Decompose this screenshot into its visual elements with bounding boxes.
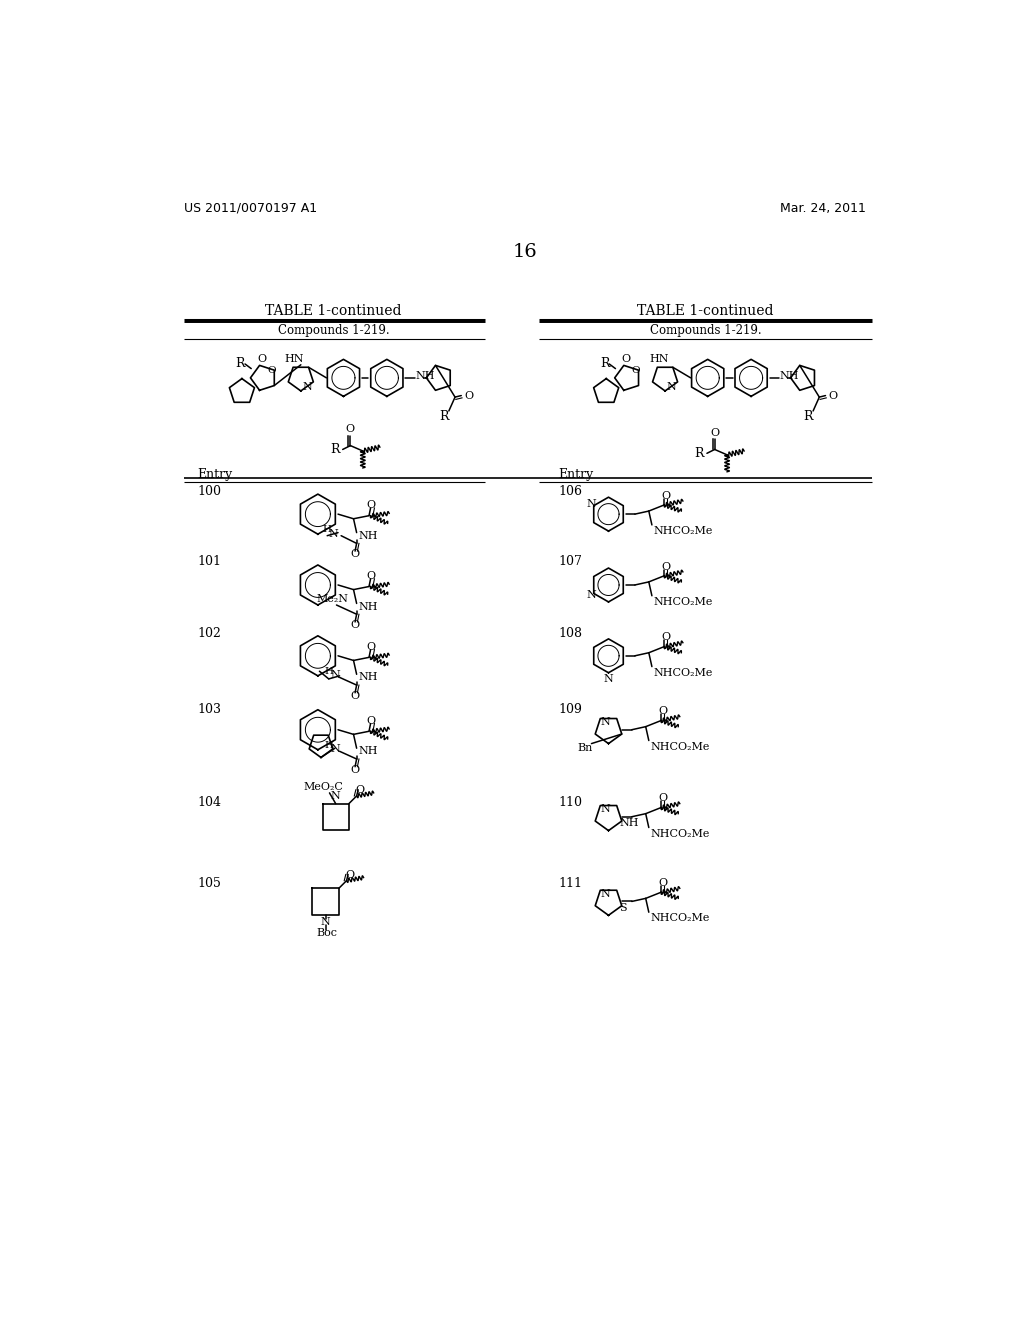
- Text: O: O: [662, 632, 671, 643]
- Text: NHCO₂Me: NHCO₂Me: [653, 668, 713, 677]
- Text: TABLE 1-continued: TABLE 1-continued: [637, 304, 773, 318]
- Text: 100: 100: [198, 484, 222, 498]
- Text: 108: 108: [558, 627, 582, 640]
- Text: MeO₂C: MeO₂C: [303, 781, 343, 792]
- Text: H: H: [325, 742, 333, 750]
- Text: O: O: [350, 620, 359, 630]
- Text: 106: 106: [558, 484, 582, 498]
- Text: O: O: [366, 500, 375, 510]
- Text: TABLE 1-continued: TABLE 1-continued: [265, 304, 401, 318]
- Text: N: N: [330, 671, 340, 680]
- Text: Mar. 24, 2011: Mar. 24, 2011: [780, 202, 866, 215]
- Text: R: R: [600, 358, 609, 371]
- Text: Entry: Entry: [198, 467, 233, 480]
- Text: O: O: [658, 706, 668, 717]
- Text: 105: 105: [198, 878, 221, 890]
- Text: O: O: [710, 428, 719, 438]
- Text: H: H: [323, 525, 332, 535]
- Text: 102: 102: [198, 627, 221, 640]
- Text: O: O: [267, 366, 275, 375]
- Text: O: O: [366, 642, 375, 652]
- Text: N: N: [302, 381, 312, 392]
- Text: 110: 110: [558, 796, 582, 809]
- Text: N: N: [667, 381, 676, 392]
- Text: R: R: [804, 409, 813, 422]
- Text: NH: NH: [620, 818, 639, 828]
- Text: O: O: [366, 570, 375, 581]
- Text: O: O: [350, 549, 359, 560]
- Text: 101: 101: [198, 556, 222, 569]
- Text: NHCO₂Me: NHCO₂Me: [653, 597, 713, 607]
- Text: 111: 111: [558, 878, 582, 890]
- Text: NHCO₂Me: NHCO₂Me: [650, 742, 710, 751]
- Text: N: N: [321, 917, 331, 927]
- Text: N: N: [331, 791, 341, 801]
- Text: NH: NH: [358, 746, 378, 756]
- Text: Compounds 1-219.: Compounds 1-219.: [649, 325, 761, 338]
- Text: N: N: [587, 499, 596, 508]
- Text: N: N: [600, 804, 610, 814]
- Text: O: O: [257, 354, 266, 363]
- Text: Me₂N: Me₂N: [316, 594, 348, 603]
- Text: R: R: [439, 409, 449, 422]
- Text: NH: NH: [358, 602, 378, 611]
- Text: NHCO₂Me: NHCO₂Me: [653, 527, 713, 536]
- Text: N: N: [600, 888, 610, 899]
- Text: N: N: [603, 675, 613, 684]
- Text: 104: 104: [198, 796, 222, 809]
- Text: NH: NH: [416, 371, 435, 381]
- Text: R: R: [236, 358, 245, 371]
- Text: H: H: [325, 668, 333, 676]
- Text: US 2011/0070197 A1: US 2011/0070197 A1: [183, 202, 316, 215]
- Text: NH: NH: [358, 531, 378, 541]
- Text: R: R: [694, 446, 703, 459]
- Text: S: S: [620, 903, 627, 912]
- Text: 109: 109: [558, 704, 582, 717]
- Text: Compounds 1-219.: Compounds 1-219.: [278, 325, 389, 338]
- Text: NHCO₂Me: NHCO₂Me: [650, 913, 710, 924]
- Text: 103: 103: [198, 704, 222, 717]
- Text: O: O: [350, 764, 359, 775]
- Text: 107: 107: [558, 556, 582, 569]
- Text: Bn: Bn: [578, 743, 593, 754]
- Text: HN: HN: [649, 354, 669, 363]
- Text: O: O: [632, 366, 640, 375]
- Text: O: O: [350, 690, 359, 701]
- Text: O: O: [662, 561, 671, 572]
- Text: N: N: [330, 744, 340, 754]
- Text: O: O: [828, 391, 838, 400]
- Text: N: N: [600, 717, 610, 727]
- Text: NHCO₂Me: NHCO₂Me: [650, 829, 710, 838]
- Text: HN: HN: [285, 354, 304, 363]
- Text: O: O: [658, 793, 668, 804]
- Text: NH: NH: [358, 672, 378, 682]
- Text: NH: NH: [779, 371, 800, 381]
- Text: 16: 16: [512, 243, 538, 261]
- Text: O: O: [346, 425, 355, 434]
- Text: N: N: [329, 529, 338, 539]
- Text: O: O: [345, 870, 354, 879]
- Text: Entry: Entry: [558, 467, 593, 480]
- Text: R: R: [330, 444, 340, 455]
- Text: Boc: Boc: [316, 928, 337, 939]
- Text: O: O: [464, 391, 473, 400]
- Text: O: O: [366, 715, 375, 726]
- Text: O: O: [622, 354, 631, 363]
- Text: N: N: [587, 590, 596, 601]
- Text: O: O: [355, 785, 365, 795]
- Text: O: O: [658, 878, 668, 888]
- Text: O: O: [662, 491, 671, 500]
